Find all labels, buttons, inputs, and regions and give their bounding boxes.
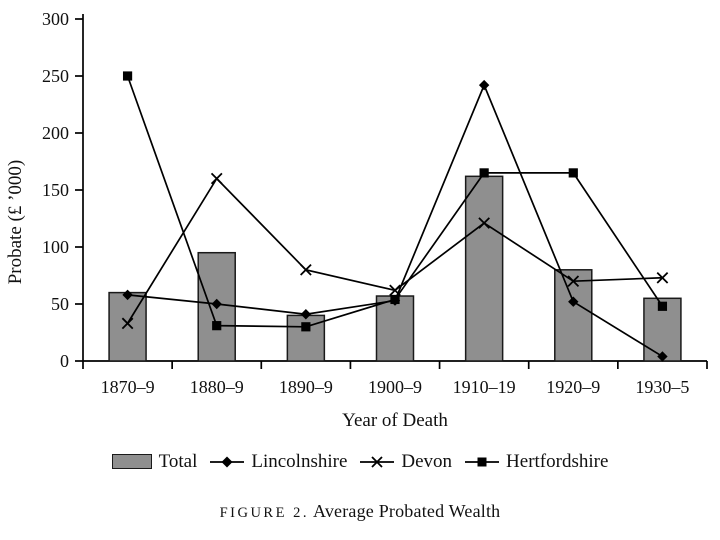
x-marker-icon (360, 455, 395, 468)
figure-caption: FIGURE 2. Average Probated Wealth (0, 501, 720, 522)
lincolnshire-marker (300, 309, 312, 320)
x-tick-label: 1910–19 (453, 377, 516, 397)
legend-label-total: Total (158, 451, 198, 472)
total-bar (464, 175, 504, 362)
devon-marker (478, 217, 490, 229)
legend-label-devon: Devon (401, 451, 453, 472)
total-bar (375, 295, 415, 362)
x-tick-label: 1890–9 (279, 377, 333, 397)
x-tick-label: 1900–9 (368, 377, 422, 397)
plot-area: 0 50 100 150 200 250 300 1870–9 1880–9 1890–9 1900… (42, 9, 708, 397)
devon-marker (567, 275, 580, 288)
y-axis-label: Probate (£ ’000) (5, 160, 26, 285)
devon-marker (300, 263, 312, 276)
y-tick-label: 150 (42, 180, 69, 200)
y-tick-label: 50 (51, 294, 69, 314)
devon-marker (656, 271, 669, 284)
y-tick-label: 250 (42, 66, 69, 86)
x-tick-label: 1930–5 (635, 377, 689, 397)
hertfordshire-marker (390, 294, 400, 305)
total-swatch-icon (111, 454, 152, 469)
caption-title: Average Probated Wealth (312, 501, 501, 521)
diamond-marker-icon (210, 456, 245, 467)
hertfordshire-marker (568, 168, 578, 178)
lincolnshire-marker (211, 298, 222, 310)
lincolnshire-marker (122, 289, 133, 301)
y-tick-label: 200 (42, 123, 69, 143)
square-marker-icon (465, 457, 500, 466)
y-tick-label: 300 (42, 9, 69, 29)
legend-label-lincolnshire: Lincolnshire (251, 451, 348, 472)
total-bar (554, 269, 593, 362)
lincolnshire-marker (478, 79, 490, 91)
devon-marker (210, 172, 223, 185)
hertfordshire-marker (301, 322, 311, 332)
caption-label: FIGURE 2. (219, 505, 309, 521)
y-tick-label: 100 (42, 237, 69, 257)
hertfordshire-marker (657, 301, 668, 311)
hertfordshire-marker (479, 168, 489, 178)
chart-svg: 0 50 100 150 200 250 300 1870–9 1880–9 1890–9 1900… (5, 9, 708, 431)
legend-item-lincolnshire: Lincolnshire (210, 452, 347, 471)
x-tick-label: 1920–9 (546, 377, 600, 397)
hertfordshire-marker (212, 321, 222, 331)
legend-label-hertfordshire: Hertfordshire (506, 451, 609, 472)
legend-item-total: Total (111, 451, 198, 472)
lincolnshire-marker (568, 296, 579, 307)
x-tick-label: 1870–9 (101, 377, 155, 397)
legend-item-devon: Devon (360, 452, 452, 471)
legend: Total Lincolnshire Devon Hertfordshire (0, 452, 720, 471)
y-tick-label: 0 (60, 351, 69, 371)
x-axis-label: Year of Death (342, 410, 448, 431)
x-tick-label: 1880–9 (190, 377, 244, 397)
legend-item-hertfordshire: Hertfordshire (465, 452, 608, 471)
lincolnshire-marker (657, 351, 668, 362)
hertfordshire-marker (122, 71, 133, 81)
devon-marker (121, 317, 134, 330)
